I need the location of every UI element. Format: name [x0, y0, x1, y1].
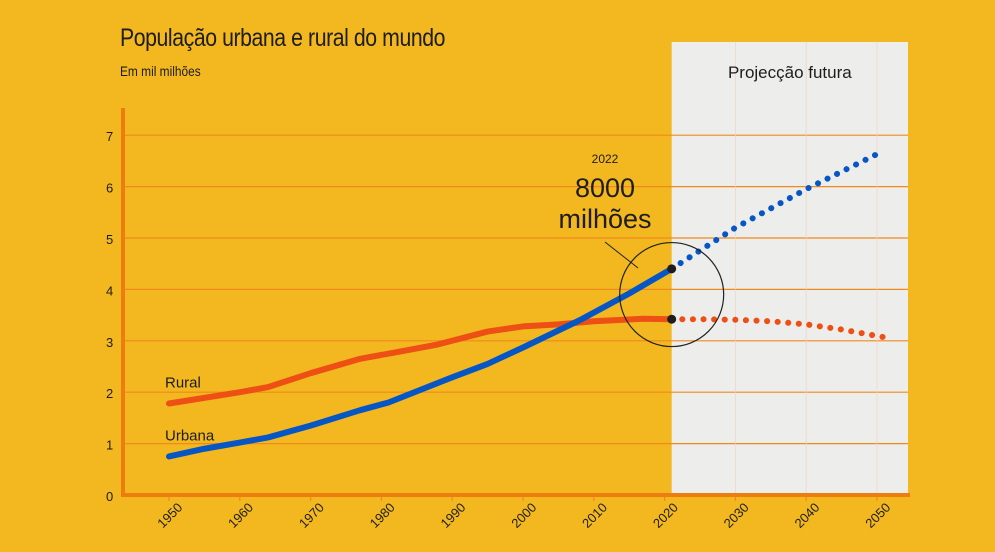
chart-subtitle: Em mil milhões: [120, 63, 201, 79]
x-tick-label: 2030: [721, 500, 752, 531]
chart-title: População urbana e rural do mundo: [120, 24, 446, 52]
highlight-circle: [619, 241, 725, 348]
x-tick-label: 2050: [862, 500, 893, 531]
y-tick-label: 3: [106, 335, 113, 350]
y-tick-label: 1: [106, 438, 113, 453]
x-tick-label: 1990: [437, 500, 468, 531]
label-rural: Rural: [165, 375, 201, 392]
y-tick-label: 7: [106, 129, 113, 144]
y-tick-label: 0: [106, 489, 113, 504]
x-tick-label: 1970: [296, 500, 327, 531]
y-tick-label: 5: [106, 232, 113, 247]
marker-urbana: [667, 264, 677, 274]
y-tick-label: 4: [106, 283, 113, 298]
x-tick-label: 1980: [367, 500, 398, 531]
annotation-unit: milhões: [558, 204, 651, 234]
y-tick-label: 6: [106, 181, 113, 196]
line-urbana: [166, 265, 675, 460]
x-tick-label: 2040: [791, 500, 822, 531]
x-tick-label: 2000: [508, 500, 539, 531]
line-rural: [166, 315, 675, 407]
x-tick-label: 2010: [579, 500, 610, 531]
y-tick-label: 2: [106, 386, 113, 401]
projection-line-urbana: [668, 147, 888, 272]
projection-panel: [671, 42, 908, 495]
marker-rural: [667, 314, 677, 324]
annotation-year: 2022: [592, 152, 619, 166]
label-urbana: Urbana: [165, 427, 215, 444]
x-tick-label: 1960: [225, 500, 256, 531]
x-tick-label: 2020: [650, 500, 681, 531]
annotation-value: 8000: [575, 173, 635, 203]
projection-label: Projecção futura: [728, 63, 852, 82]
x-tick-label: 1950: [154, 500, 185, 531]
projection-line-rural: [668, 316, 888, 341]
annotation-leader: [604, 241, 639, 269]
